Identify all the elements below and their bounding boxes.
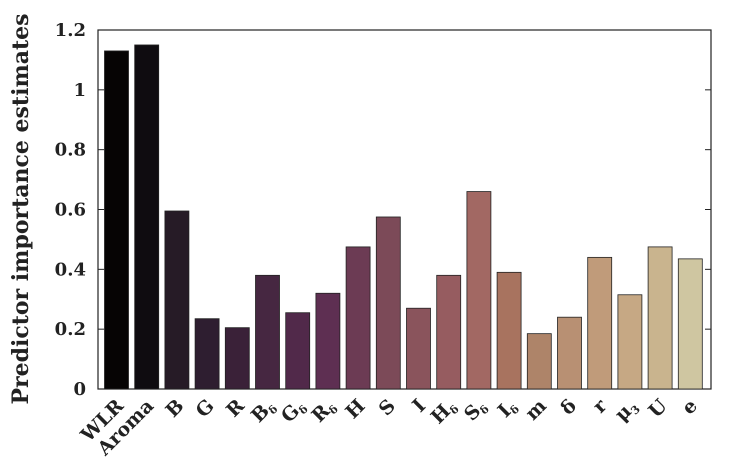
bar (436, 274, 462, 390)
x-tick-label: H (341, 395, 369, 423)
bar (587, 256, 613, 390)
x-tick-label: R (222, 395, 249, 422)
bar (315, 292, 341, 390)
bar (345, 246, 371, 390)
x-tick-label: Gδ (277, 395, 311, 429)
x-tick-label: δ (557, 395, 582, 420)
y-tick-label: 0.6 (55, 200, 86, 221)
bar (406, 307, 431, 390)
y-axis-title: Predictor importance estimates (8, 13, 34, 404)
x-tick-label: S (375, 395, 400, 420)
x-tick-label: Hδ (427, 395, 462, 430)
bar (617, 294, 643, 390)
bar (647, 246, 673, 390)
bar (677, 258, 703, 390)
x-tick-label: G (192, 395, 219, 422)
x-tick-label: B (162, 395, 189, 422)
y-tick-label: 0.8 (55, 140, 86, 161)
x-tick-label: μ3 (611, 395, 643, 427)
x-tick-label: Rδ (308, 395, 341, 428)
bar (164, 210, 190, 390)
bar (194, 318, 220, 390)
bar (375, 216, 401, 390)
bars (104, 44, 703, 390)
x-tick-label: e (678, 395, 702, 419)
bar (134, 44, 160, 390)
bar (526, 333, 552, 390)
x-tick-label: Bδ (247, 395, 281, 429)
bar (557, 316, 582, 390)
bar (255, 274, 280, 390)
y-tick-label: 0.4 (55, 259, 86, 280)
y-axis: 0 0.2 0.4 0.6 0.8 1 1.2 (55, 20, 711, 400)
bar (496, 271, 522, 390)
x-tick-label: r (589, 394, 612, 417)
x-tick-label: Sδ (460, 395, 492, 427)
bar (466, 191, 492, 390)
x-tick-label: m (521, 395, 551, 425)
y-tick-label: 0.2 (55, 319, 86, 340)
x-tick-label: Iδ (494, 395, 522, 423)
bar (224, 327, 250, 390)
y-tick-label: 1 (73, 80, 86, 101)
bar (285, 312, 311, 390)
y-tick-label: 1.2 (55, 20, 86, 41)
x-tick-label: U (644, 395, 672, 423)
y-tick-label: 0 (73, 379, 86, 400)
bar (104, 50, 129, 390)
